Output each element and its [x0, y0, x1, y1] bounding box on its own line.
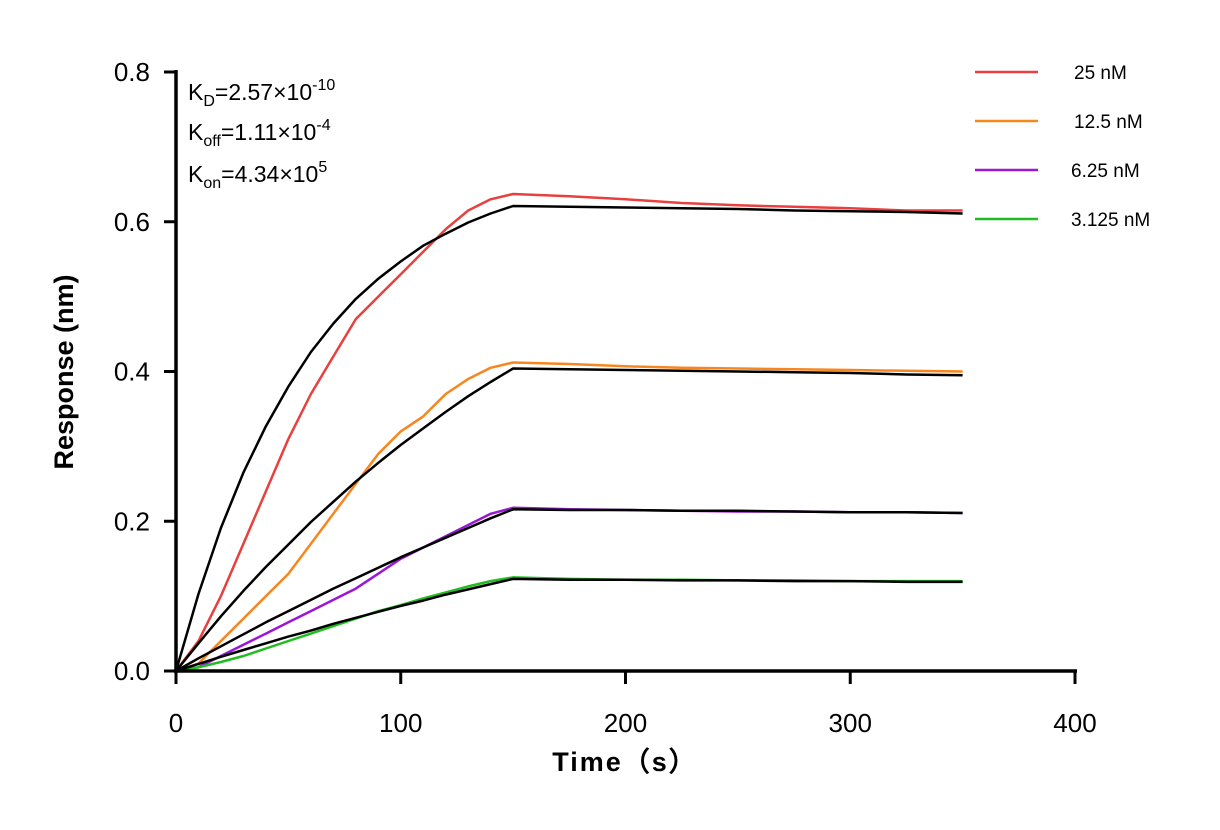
y-tick-label: 0.4 [114, 357, 150, 387]
series-line-25-nM [175, 192, 963, 672]
fit-line-6-25-nM [175, 508, 963, 673]
y-tick-label: 0.0 [114, 656, 150, 686]
y-tick-label: 0.6 [114, 207, 150, 237]
x-axis-label: Time（s） [552, 747, 698, 777]
fit-line-25-nM [174, 204, 963, 672]
series-line-3-125-nM [175, 576, 963, 673]
x-tick-label: 400 [1053, 708, 1096, 738]
fit-line-3-125-nM [175, 577, 963, 673]
y-tick-label: 0.8 [114, 57, 150, 87]
x-tick-label: 300 [829, 708, 872, 738]
axis-ticks: 0.0 0.2 0.4 0.6 0.8 0 100 200 300 400 [114, 57, 1097, 738]
kon-annotation: Kon=4.34×105 [188, 159, 327, 192]
plot-area [174, 192, 963, 673]
x-tick-label: 0 [169, 708, 183, 738]
koff-annotation: Koff=1.11×10-4 [188, 117, 331, 150]
y-tick-label: 0.2 [114, 506, 150, 536]
kd-annotation: KD=2.57×10-10 [188, 77, 335, 110]
fit-line-12-5-nM [175, 367, 963, 672]
y-axis-label: Response (nm) [49, 274, 79, 469]
x-tick-label: 200 [604, 708, 647, 738]
x-tick-label: 100 [379, 708, 422, 738]
legend: 25 nM 12.5 nM 6.25 nM 3.125 nM [975, 63, 1150, 231]
legend-label: 12.5 nM [1074, 112, 1143, 133]
series-line-12-5-nM [175, 361, 963, 673]
legend-label: 25 nM [1074, 63, 1127, 84]
legend-label: 3.125 nM [1071, 210, 1150, 231]
legend-label: 6.25 nM [1071, 161, 1140, 182]
kinetics-annotation: KD=2.57×10-10 Koff=1.11×10-4 Kon=4.34×10… [188, 77, 335, 192]
series-line-6-25-nM [175, 506, 963, 673]
